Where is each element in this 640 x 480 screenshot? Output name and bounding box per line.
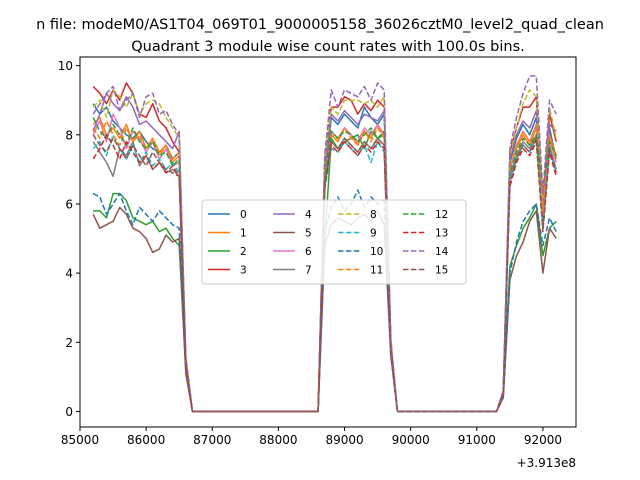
legend-label-9: 9	[370, 228, 377, 240]
legend-label-2: 2	[240, 246, 247, 258]
legend-label-13: 13	[435, 228, 448, 240]
legend-box	[201, 199, 467, 285]
chart-title: Quadrant 3 module wise count rates with …	[131, 39, 525, 55]
plot-frame	[79, 56, 577, 428]
x-tick-label: 92000	[524, 433, 562, 447]
series-line-14	[92, 75, 557, 413]
x-axis: 85000 86000 87000 88000 89000 90000 91000 92000	[61, 427, 562, 447]
legend-label-12: 12	[435, 209, 448, 221]
legend-label-7: 7	[305, 265, 312, 277]
y-tick-label: 0	[65, 405, 73, 419]
legend-label-4: 4	[305, 209, 312, 221]
series-line-15	[92, 134, 557, 413]
legend-label-14: 14	[435, 246, 449, 258]
y-tick-label: 4	[65, 267, 73, 281]
y-axis: 0 2 4 6 8 10	[58, 59, 80, 419]
y-tick-label: 6	[65, 197, 73, 211]
x-tick-label: 86000	[127, 433, 165, 447]
x-tick-label: 85000	[61, 433, 99, 447]
x-tick-label: 90000	[392, 433, 430, 447]
legend-label-3: 3	[240, 265, 247, 277]
legend-label-6: 6	[305, 246, 312, 258]
legend-label-11: 11	[370, 265, 383, 277]
legend-label-10: 10	[370, 246, 383, 258]
chart-suptitle: n file: modeM0/AS1T04_069T01_9000005158_…	[36, 17, 604, 33]
x-tick-label: 89000	[325, 433, 363, 447]
x-tick-label: 87000	[193, 433, 231, 447]
legend-label-1: 1	[240, 228, 247, 240]
x-tick-label: 91000	[458, 433, 496, 447]
y-tick-label: 2	[65, 336, 73, 350]
x-axis-offset-label: +3.913e8	[517, 456, 576, 470]
legend-label-15: 15	[435, 265, 448, 277]
y-tick-label: 10	[58, 59, 73, 73]
x-tick-label: 88000	[259, 433, 297, 447]
legend-label-5: 5	[305, 228, 312, 240]
legend-label-8: 8	[370, 209, 377, 221]
legend-label-0: 0	[240, 209, 247, 221]
y-tick-label: 8	[65, 128, 73, 142]
